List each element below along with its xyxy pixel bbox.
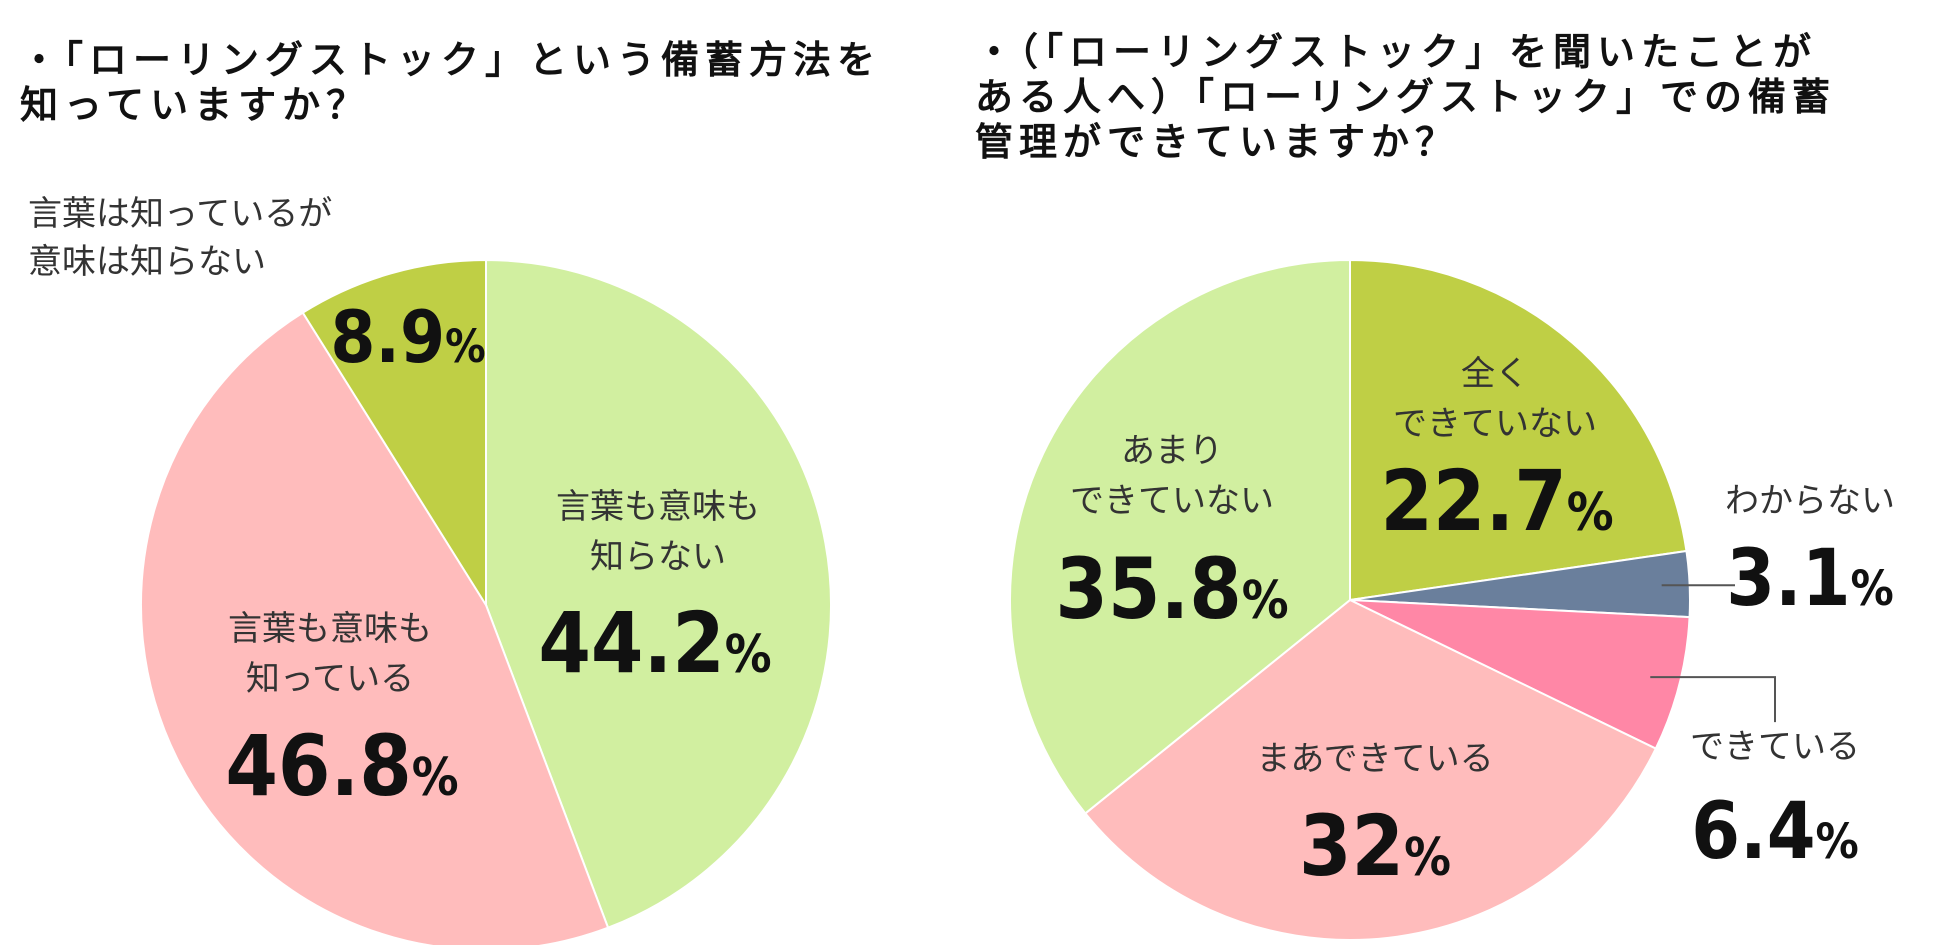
pie1-label-3: まあできている <box>1256 739 1493 779</box>
pie1-slice-2 <box>1349 599 1691 750</box>
pie0-value-2: 8.9% <box>330 295 485 379</box>
pie0-label-1: 言葉も意味も知っている <box>228 609 432 699</box>
pie1-value-4: 35.8% <box>1055 540 1288 638</box>
pie1-slice-0 <box>1349 258 1688 602</box>
pie1-label-4: あまりできていない <box>1070 431 1274 521</box>
pie1-value-1: 3.1% <box>1726 534 1894 624</box>
pie0-value-0: 44.2% <box>538 594 771 692</box>
pie0-label-0: 言葉も意味も知らない <box>556 487 760 577</box>
pie0-slice-0 <box>485 258 832 929</box>
chart-title-left: ・「ローリングストック」という備蓄方法を 知っていますか？ <box>20 38 882 127</box>
pie1-slice-4 <box>1008 258 1351 815</box>
pie0-label-2: 言葉は知っているが意味は知らない <box>28 194 332 282</box>
pie1-value-2: 6.4% <box>1691 787 1859 877</box>
pie1-label-0: 全くできていない <box>1393 354 1597 444</box>
pie0-value-1: 46.8% <box>225 717 458 815</box>
pie0-slice-2 <box>301 258 487 609</box>
chart-title-right: ・（「ローリングストック」を聞いたことが ある人へ）「ローリングストック」での備… <box>975 30 1837 164</box>
pie1-label-1: わからない <box>1725 481 1895 521</box>
pie0-slice-1 <box>140 311 610 945</box>
pie1-label-2: できている <box>1690 727 1860 767</box>
pie1-value-0: 22.7% <box>1380 452 1613 550</box>
pie1-value-3: 32% <box>1299 797 1451 895</box>
pie1-leader-2 <box>1650 676 1776 723</box>
pie1-slice-3 <box>1083 598 1658 942</box>
